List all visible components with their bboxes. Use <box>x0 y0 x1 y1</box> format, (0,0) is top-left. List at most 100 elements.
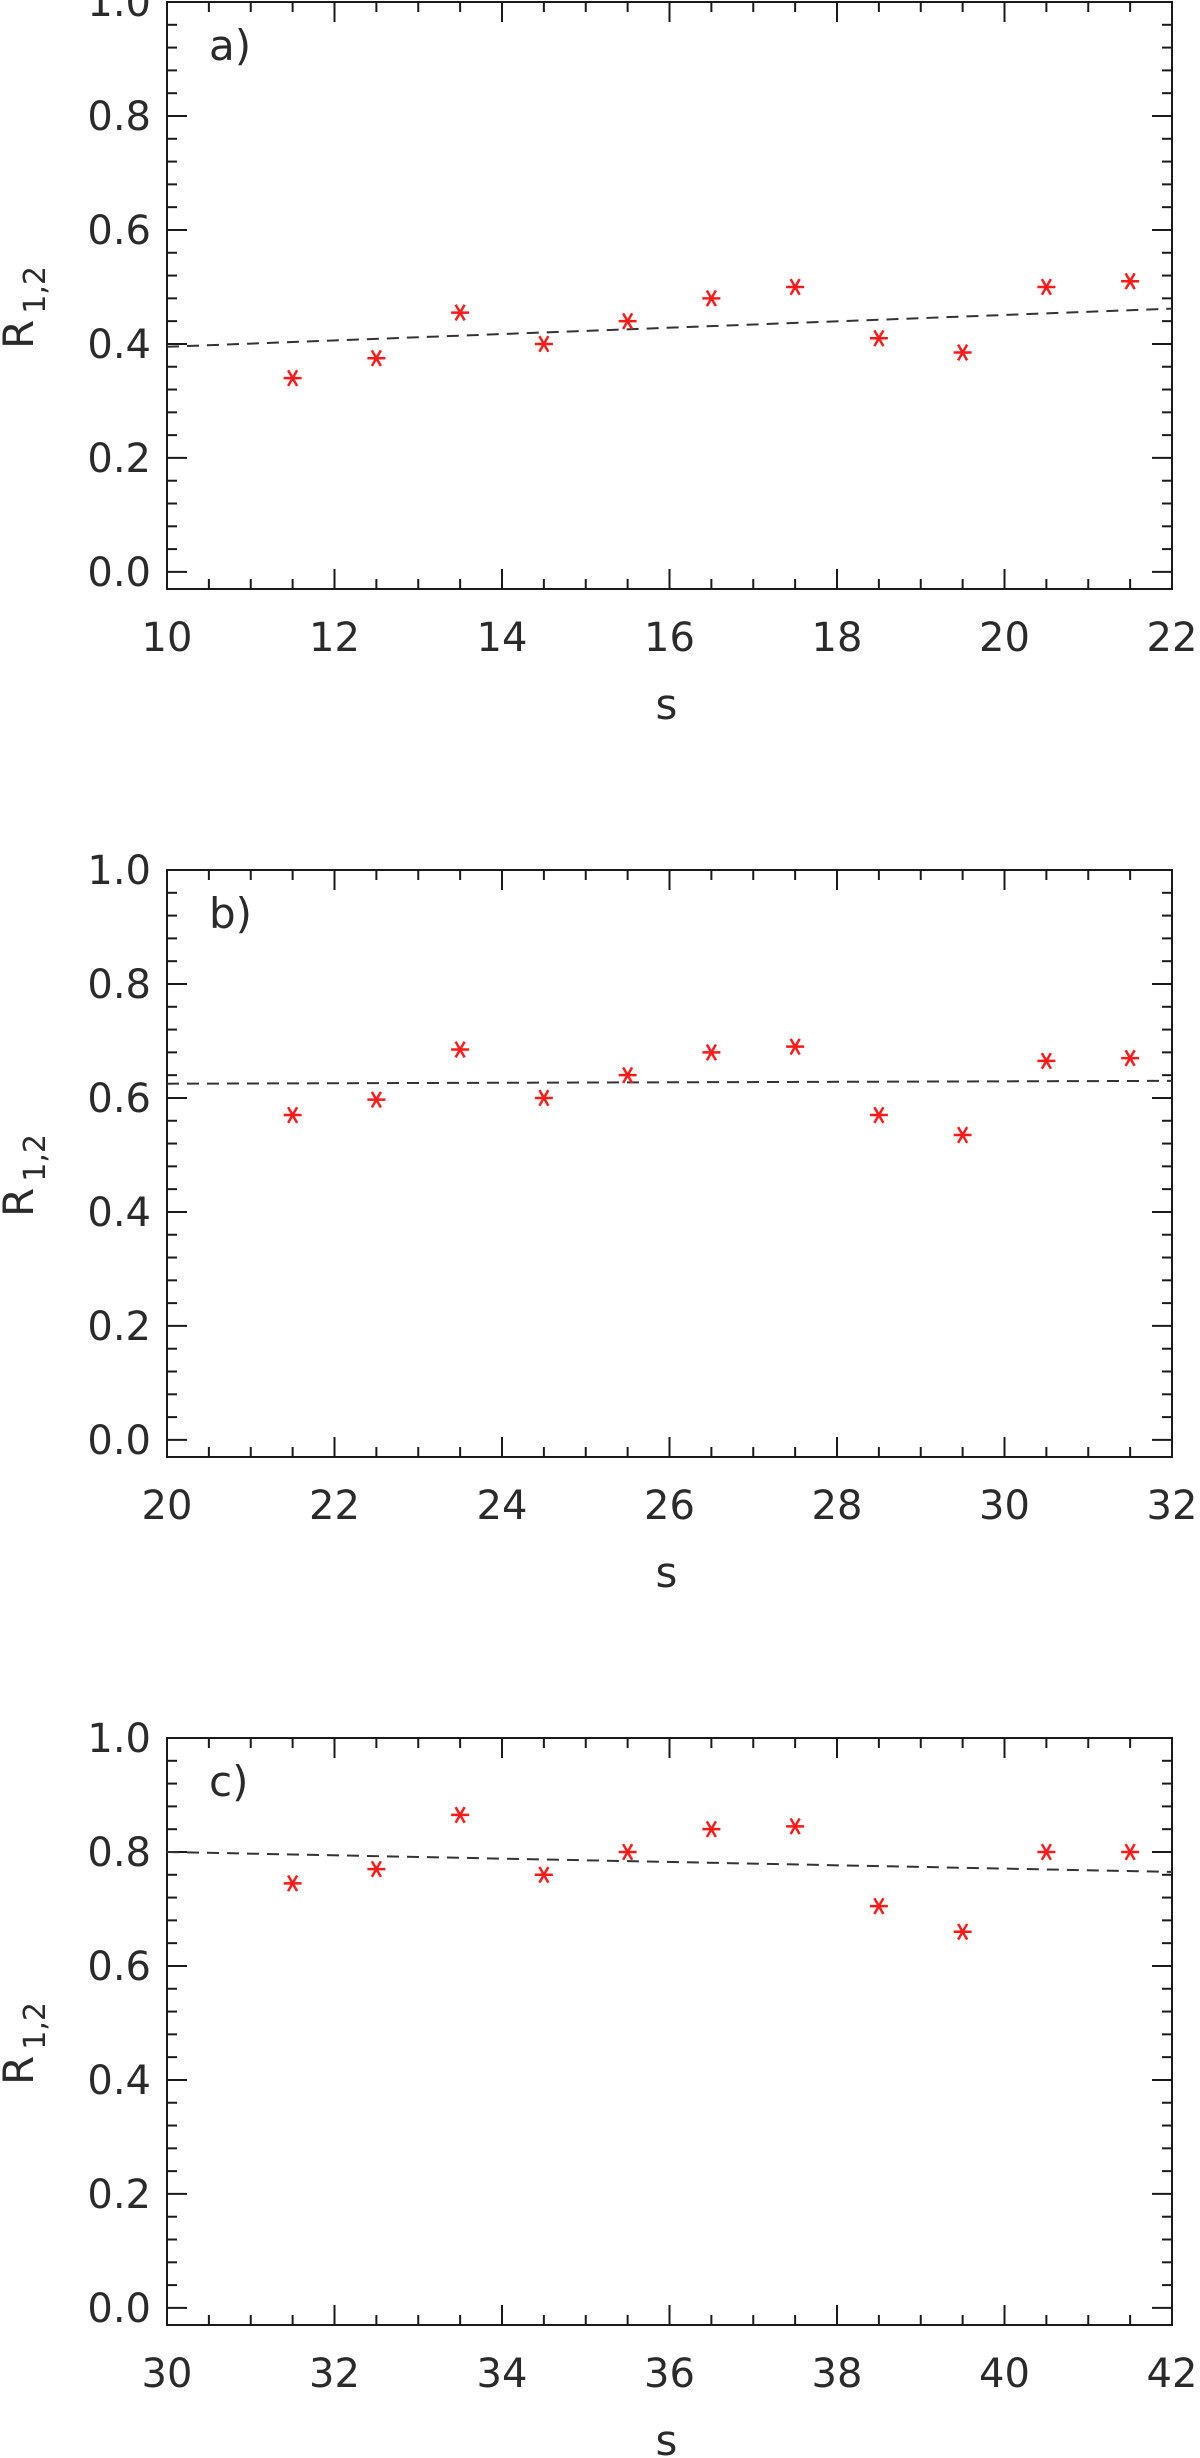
data-point-stroke <box>1040 1843 1052 1861</box>
y-tick-label: 0.2 <box>87 436 151 482</box>
data-point <box>534 1089 553 1107</box>
x-axis-title: s <box>656 1548 678 1597</box>
data-point <box>786 1817 805 1835</box>
data-point-stroke <box>538 1866 550 1884</box>
y-axis-title: R 1,2 <box>0 1134 53 1217</box>
plot-frame <box>166 1 1173 590</box>
y-tick-label: 0.6 <box>87 1076 151 1122</box>
data-point <box>953 344 972 361</box>
x-tick-label: 36 <box>644 2351 695 2397</box>
data-point-stroke <box>454 1806 466 1824</box>
data-point-stroke <box>622 312 634 330</box>
data-point-stroke <box>1124 1843 1136 1861</box>
data-point-stroke <box>957 1923 969 1941</box>
data-point <box>534 335 553 353</box>
chart-panel-2: 20 22 24 26 28 30 32 0.0 0.2 0.4 0.6 0.8 1.0 s R 1,2 b) <box>0 848 1197 1597</box>
data-point-stroke <box>873 329 885 347</box>
panel-label: c) <box>209 1757 248 1806</box>
data-point-stroke <box>538 1089 550 1107</box>
y-axis-title-subscript: 1,2 <box>18 266 53 314</box>
data-point-stroke <box>287 369 299 387</box>
x-tick-label: 20 <box>142 1483 193 1529</box>
data-point-stroke <box>789 278 801 296</box>
data-point-stroke <box>789 1817 801 1835</box>
data-point-stroke <box>705 289 717 307</box>
x-tick-label: 42 <box>1147 2351 1198 2397</box>
data-point <box>1037 1843 1056 1861</box>
data-point-stroke <box>370 1091 382 1109</box>
x-tick-label: 28 <box>812 1483 863 1529</box>
y-axis-title: R 1,2 <box>0 266 53 349</box>
x-tick-label: 26 <box>644 1483 695 1529</box>
data-point-stroke <box>454 304 466 322</box>
y-tick-label: 0.6 <box>87 1944 151 1990</box>
x-tick-label: 38 <box>812 2351 863 2397</box>
x-axis-title: s <box>656 2416 678 2458</box>
data-point-stroke <box>873 1106 885 1124</box>
x-tick-label: 18 <box>812 615 863 661</box>
data-point-stroke <box>957 1126 969 1144</box>
data-point-stroke <box>370 349 382 367</box>
data-point-stroke <box>622 1843 634 1861</box>
x-tick-label: 20 <box>979 615 1030 661</box>
data-point <box>953 1126 972 1144</box>
y-axis-title-main: R <box>0 1188 43 1217</box>
x-axis-title: s <box>656 680 678 729</box>
panel-label: b) <box>209 889 252 938</box>
fit-line <box>166 1850 1173 1873</box>
y-tick-label: 1.0 <box>87 1716 151 1762</box>
y-axis-title-subscript: 1,2 <box>18 1134 53 1182</box>
y-tick-label: 0.8 <box>87 962 151 1008</box>
x-tick-label: 16 <box>644 615 695 661</box>
y-axis-title-main: R <box>0 320 43 349</box>
data-point <box>1037 1052 1056 1070</box>
data-point <box>1121 272 1140 290</box>
data-point <box>618 1843 637 1861</box>
data-point <box>451 1041 470 1058</box>
y-tick-label: 0.0 <box>87 1418 151 1464</box>
chart-panel-3: 30 32 34 36 38 40 42 0.0 0.2 0.4 0.6 0.8 1.0 s R 1,2 c) <box>0 1716 1197 2458</box>
x-tick-label: 10 <box>142 615 193 661</box>
x-tick-label: 32 <box>309 2351 360 2397</box>
data-point <box>786 1038 805 1056</box>
y-tick-label: 0.4 <box>87 322 151 368</box>
y-tick-label: 0.2 <box>87 1304 151 1350</box>
x-tick-label: 22 <box>1147 615 1198 661</box>
x-tick-label: 34 <box>477 2351 528 2397</box>
data-point <box>283 369 302 387</box>
data-point <box>367 1091 386 1109</box>
y-tick-label: 1.0 <box>87 848 151 894</box>
data-point-stroke <box>370 1860 382 1878</box>
data-point-stroke <box>287 1874 299 1892</box>
y-axis-title-main: R <box>0 2056 43 2085</box>
y-tick-label: 1.0 <box>87 0 151 26</box>
data-point-stroke <box>1040 278 1052 296</box>
data-point-stroke <box>873 1897 885 1915</box>
x-tick-label: 30 <box>979 1483 1030 1529</box>
y-tick-label: 0.4 <box>87 1190 151 1236</box>
data-point <box>283 1874 302 1892</box>
plot-frame <box>166 869 1173 1458</box>
x-tick-label: 32 <box>1147 1483 1198 1529</box>
x-tick-label: 40 <box>979 2351 1030 2397</box>
data-point <box>451 1806 470 1824</box>
data-point <box>1121 1049 1140 1067</box>
data-point-stroke <box>538 335 550 353</box>
data-point-stroke <box>1124 1049 1136 1067</box>
data-point <box>702 289 721 307</box>
y-axis-title-subscript: 1,2 <box>18 2002 53 2050</box>
chart-panel-1: 10 12 14 16 18 20 22 0.0 0.2 0.4 0.6 0.8 1.0 s R 1,2 a) <box>0 0 1197 729</box>
x-tick-label: 30 <box>142 2351 193 2397</box>
data-point-stroke <box>287 1106 299 1124</box>
y-tick-label: 0.0 <box>87 2286 151 2332</box>
data-point-stroke <box>705 1820 717 1838</box>
data-point-stroke <box>705 1043 717 1061</box>
data-point <box>1037 278 1056 296</box>
data-point-stroke <box>454 1041 466 1058</box>
plot-frame <box>166 1737 1173 2326</box>
x-tick-label: 24 <box>477 1483 528 1529</box>
y-tick-label: 0.6 <box>87 208 151 254</box>
y-tick-label: 0.8 <box>87 1830 151 1876</box>
y-tick-label: 0.0 <box>87 550 151 596</box>
